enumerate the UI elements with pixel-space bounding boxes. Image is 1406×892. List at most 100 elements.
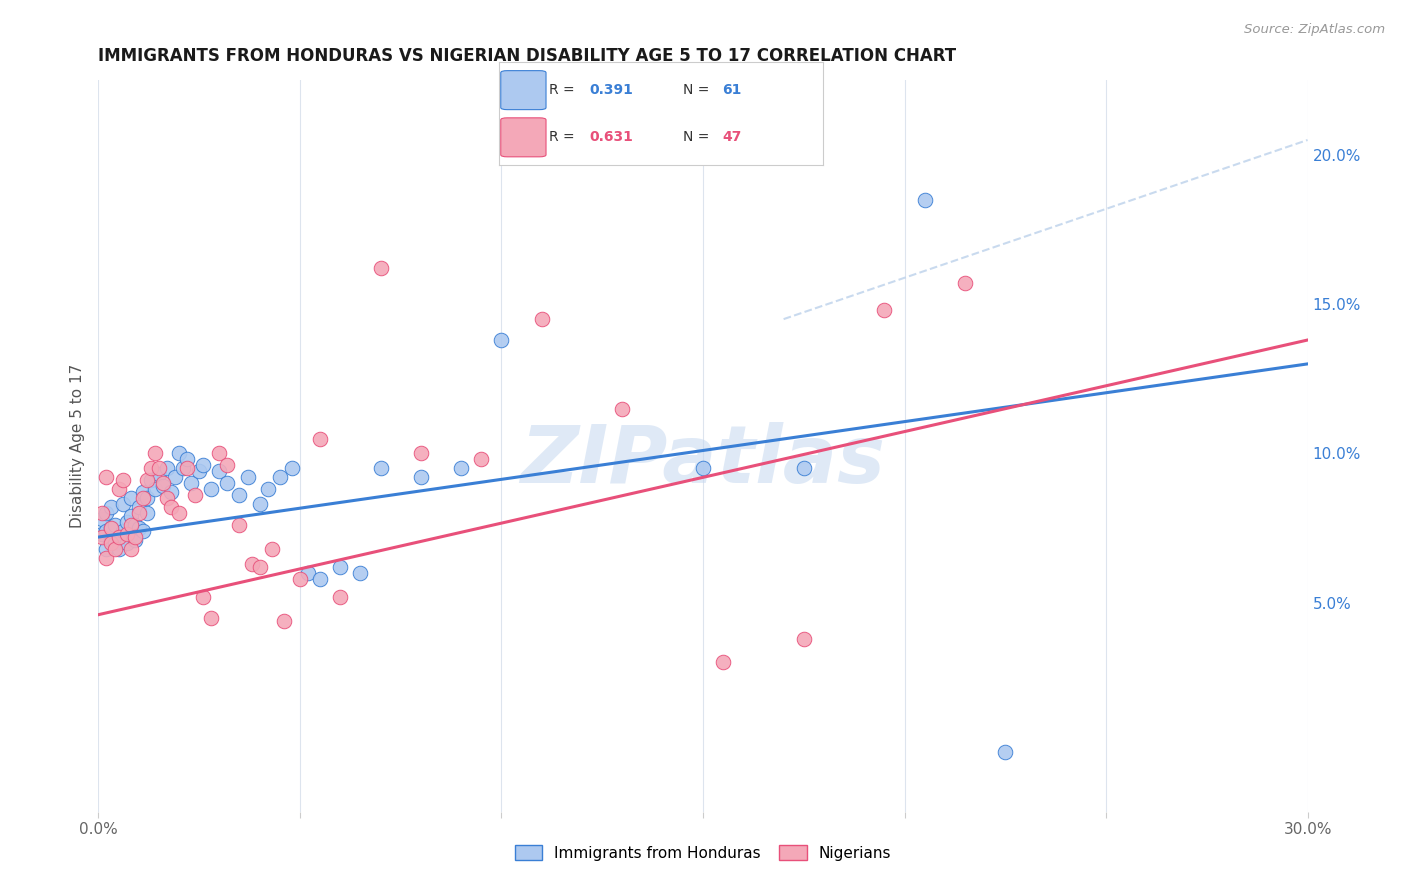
Point <box>135 491 157 506</box>
Point <box>100 500 122 515</box>
Point <box>612 401 634 416</box>
Point <box>148 467 170 482</box>
Point <box>370 461 392 475</box>
Point <box>994 745 1017 759</box>
Point <box>107 530 129 544</box>
Point <box>96 551 118 566</box>
Point <box>156 461 179 475</box>
Point <box>692 461 714 475</box>
Point <box>91 530 114 544</box>
Point <box>349 566 371 580</box>
Point <box>172 461 194 475</box>
Point <box>167 446 190 460</box>
Point <box>256 483 278 497</box>
Point <box>128 521 150 535</box>
Point <box>309 572 332 586</box>
Point <box>115 527 138 541</box>
Point <box>96 541 118 556</box>
Point <box>160 485 183 500</box>
Text: IMMIGRANTS FROM HONDURAS VS NIGERIAN DISABILITY AGE 5 TO 17 CORRELATION CHART: IMMIGRANTS FROM HONDURAS VS NIGERIAN DIS… <box>98 47 956 65</box>
Point <box>193 590 215 604</box>
Point <box>249 497 271 511</box>
Point <box>91 512 114 526</box>
Point <box>100 521 122 535</box>
Point <box>100 536 122 550</box>
Point <box>200 610 222 624</box>
Point <box>96 506 118 520</box>
Point <box>281 461 304 475</box>
Point <box>103 518 125 533</box>
Point <box>217 458 239 473</box>
Point <box>260 541 283 556</box>
Point <box>914 193 936 207</box>
Point <box>139 473 162 487</box>
Point <box>120 509 142 524</box>
Point <box>329 590 352 604</box>
Point <box>793 632 815 646</box>
Point <box>217 476 239 491</box>
Point <box>148 461 170 475</box>
Point <box>103 536 125 550</box>
Y-axis label: Disability Age 5 to 17: Disability Age 5 to 17 <box>69 364 84 528</box>
Point <box>120 491 142 506</box>
Text: ZIPatlas: ZIPatlas <box>520 422 886 500</box>
Point <box>100 533 122 547</box>
Point <box>96 470 118 484</box>
Point <box>450 461 472 475</box>
Point <box>953 277 976 291</box>
Point <box>120 518 142 533</box>
Point <box>208 464 231 478</box>
Point <box>228 518 250 533</box>
Point <box>107 483 129 497</box>
Text: 0.391: 0.391 <box>589 83 634 97</box>
Point <box>128 500 150 515</box>
Legend: Immigrants from Honduras, Nigerians: Immigrants from Honduras, Nigerians <box>505 836 901 870</box>
Point <box>100 521 122 535</box>
Point <box>156 491 179 506</box>
Point <box>128 506 150 520</box>
Text: R =: R = <box>550 130 579 145</box>
Point <box>111 497 134 511</box>
Point <box>288 572 311 586</box>
Text: R =: R = <box>550 83 579 97</box>
Point <box>96 524 118 538</box>
Point <box>176 452 198 467</box>
Text: 61: 61 <box>723 83 741 97</box>
Point <box>491 333 513 347</box>
FancyBboxPatch shape <box>501 118 546 157</box>
Point <box>152 476 174 491</box>
Point <box>139 461 162 475</box>
Point <box>188 464 211 478</box>
Point <box>91 527 114 541</box>
Point <box>236 470 259 484</box>
Point <box>160 500 183 515</box>
Point <box>91 506 114 520</box>
Point <box>370 261 392 276</box>
Point <box>240 557 263 571</box>
Point <box>249 560 271 574</box>
Text: 47: 47 <box>723 130 741 145</box>
Point <box>120 527 142 541</box>
Point <box>200 483 222 497</box>
Point <box>103 541 125 556</box>
Text: Source: ZipAtlas.com: Source: ZipAtlas.com <box>1244 23 1385 37</box>
Point <box>111 473 134 487</box>
Point <box>228 488 250 502</box>
Point <box>208 446 231 460</box>
Point <box>124 533 146 547</box>
Point <box>409 470 432 484</box>
Point <box>107 541 129 556</box>
Point <box>132 524 155 538</box>
Point <box>470 452 492 467</box>
Point <box>120 541 142 556</box>
Point <box>152 479 174 493</box>
Text: N =: N = <box>683 130 714 145</box>
FancyBboxPatch shape <box>501 70 546 110</box>
Point <box>132 491 155 506</box>
Point <box>107 530 129 544</box>
Point <box>193 458 215 473</box>
Point <box>180 476 202 491</box>
Point <box>309 432 332 446</box>
Point <box>124 530 146 544</box>
Point <box>176 461 198 475</box>
